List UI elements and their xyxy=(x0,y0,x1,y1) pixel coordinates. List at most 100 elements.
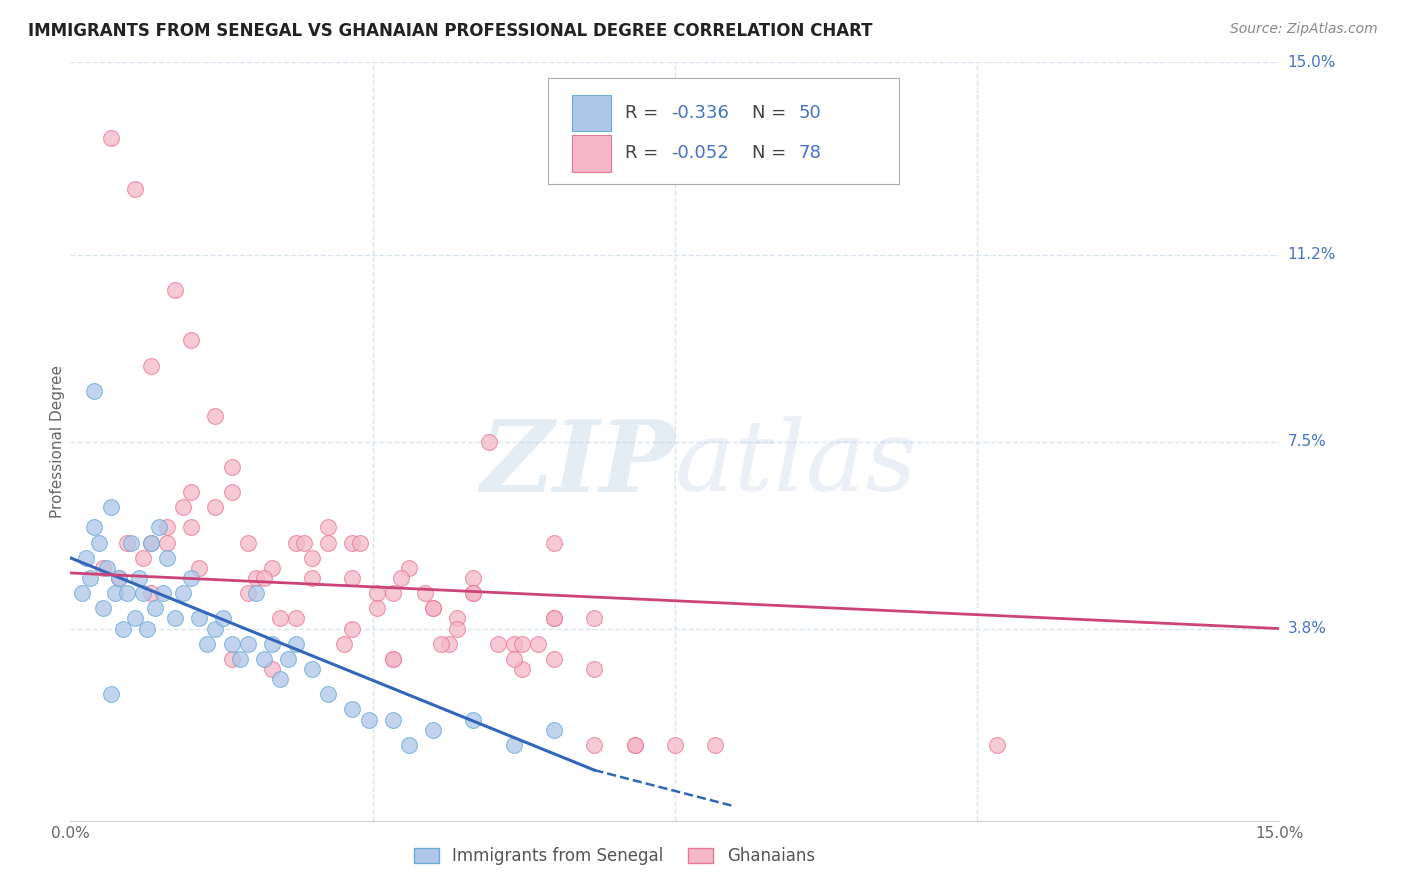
Point xyxy=(91,561,114,575)
Point xyxy=(366,601,388,615)
Point xyxy=(107,571,129,585)
Point xyxy=(132,550,155,565)
Point xyxy=(100,131,122,145)
Point xyxy=(100,500,122,515)
Point xyxy=(180,334,202,348)
Point xyxy=(316,687,339,701)
Text: ZIP: ZIP xyxy=(479,416,675,513)
Point xyxy=(422,601,444,615)
Point xyxy=(83,384,105,398)
Point xyxy=(195,637,218,651)
Point xyxy=(583,662,606,676)
Point xyxy=(664,738,686,752)
Point xyxy=(342,535,364,549)
Text: 7.5%: 7.5% xyxy=(1288,434,1326,449)
Text: 50: 50 xyxy=(799,104,821,122)
Point xyxy=(253,652,276,666)
Point xyxy=(316,520,339,534)
Point xyxy=(100,687,122,701)
FancyBboxPatch shape xyxy=(572,136,610,171)
Point xyxy=(139,535,162,549)
Point xyxy=(221,637,243,651)
Point xyxy=(107,571,129,585)
Point xyxy=(204,622,226,636)
Point xyxy=(301,571,323,585)
Point xyxy=(72,586,94,600)
Point xyxy=(502,652,524,666)
Point xyxy=(381,586,404,600)
Point xyxy=(221,485,243,500)
Point xyxy=(398,738,420,752)
Point xyxy=(124,182,146,196)
Point xyxy=(236,535,259,549)
Point xyxy=(292,535,315,549)
Text: -0.336: -0.336 xyxy=(671,104,730,122)
Point xyxy=(381,652,404,666)
Point xyxy=(172,586,194,600)
Point xyxy=(148,520,170,534)
Point xyxy=(623,738,645,752)
Point xyxy=(91,601,114,615)
Point xyxy=(83,520,105,534)
Point xyxy=(349,535,371,549)
Point xyxy=(124,611,146,625)
Point xyxy=(543,723,565,737)
Point xyxy=(583,611,606,625)
Point xyxy=(366,586,388,600)
Point xyxy=(188,611,211,625)
Point xyxy=(704,738,727,752)
Point xyxy=(221,652,243,666)
FancyBboxPatch shape xyxy=(572,95,610,131)
Point xyxy=(543,611,565,625)
Point xyxy=(342,622,364,636)
Y-axis label: Professional Degree: Professional Degree xyxy=(49,365,65,518)
Point xyxy=(139,535,162,549)
Text: -0.052: -0.052 xyxy=(671,145,728,162)
Point xyxy=(260,561,283,575)
Point xyxy=(132,586,155,600)
Point xyxy=(156,535,179,549)
Point xyxy=(120,535,142,549)
Point xyxy=(430,637,453,651)
Point xyxy=(180,520,202,534)
Point xyxy=(115,535,138,549)
Point xyxy=(316,535,339,549)
Point xyxy=(413,586,436,600)
Text: Source: ZipAtlas.com: Source: ZipAtlas.com xyxy=(1230,22,1378,37)
Point xyxy=(285,535,308,549)
Text: 78: 78 xyxy=(799,145,821,162)
Point xyxy=(139,359,162,373)
Point xyxy=(510,637,533,651)
Point xyxy=(342,702,364,716)
FancyBboxPatch shape xyxy=(548,78,898,184)
Point xyxy=(543,535,565,549)
Point xyxy=(87,535,110,549)
Point xyxy=(277,652,299,666)
Point xyxy=(221,459,243,474)
Point xyxy=(156,550,179,565)
Point xyxy=(269,672,291,686)
Point xyxy=(96,561,118,575)
Text: R =: R = xyxy=(626,145,664,162)
Point xyxy=(510,662,533,676)
Point xyxy=(381,713,404,727)
Point xyxy=(165,283,187,297)
Point xyxy=(245,586,267,600)
Point xyxy=(463,586,485,600)
Point xyxy=(79,571,101,585)
Point xyxy=(180,571,202,585)
Point xyxy=(260,637,283,651)
Point xyxy=(502,738,524,752)
Text: R =: R = xyxy=(626,104,664,122)
Point xyxy=(986,738,1008,752)
Point xyxy=(285,637,308,651)
Point xyxy=(236,637,259,651)
Text: IMMIGRANTS FROM SENEGAL VS GHANAIAN PROFESSIONAL DEGREE CORRELATION CHART: IMMIGRANTS FROM SENEGAL VS GHANAIAN PROF… xyxy=(28,22,873,40)
Point xyxy=(111,622,134,636)
Point xyxy=(623,738,645,752)
Point xyxy=(543,611,565,625)
Point xyxy=(204,500,226,515)
Point xyxy=(143,601,166,615)
Point xyxy=(333,637,356,651)
Text: 15.0%: 15.0% xyxy=(1288,55,1336,70)
